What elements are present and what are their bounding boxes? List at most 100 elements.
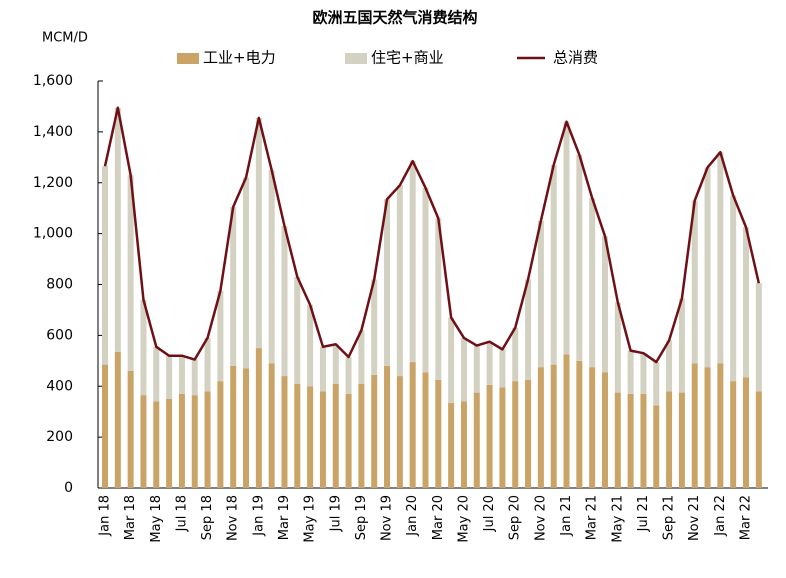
bar-segment [102,166,108,365]
x-tick-label: May 19 [303,495,318,543]
x-tick-label: Nov 21 [687,495,702,541]
bar-segment [230,206,237,366]
total-line [103,106,761,364]
bar-segment [563,354,570,488]
bar-segment [486,341,493,385]
y-axis-unit: MCM/D [42,31,88,46]
legend-swatch [177,53,199,64]
bar-segment [294,276,301,384]
bar-segment [550,364,557,488]
bar-segment [384,365,391,488]
bar-segment [601,372,608,488]
bar-segment [704,167,711,368]
bar-segment [319,391,326,488]
bar-segment [576,154,583,361]
bar-segment [653,405,660,488]
bar-segment [396,185,403,377]
bar-segment [384,199,391,366]
bar-segment [512,327,519,382]
bar-segment [755,391,762,488]
bar-segment [627,350,634,394]
legend-swatch [345,53,367,64]
bar-segment [666,391,673,488]
bar-segment [307,386,314,488]
bar-segment [640,353,647,394]
bar-segment [140,395,147,488]
bar-segment [345,393,352,488]
bar-segment [332,383,339,488]
x-tick-label: Mar 20 [431,495,446,540]
bar-segment [640,393,647,488]
x-tick-label: Jul 21 [636,495,651,532]
bar-segment [332,344,339,384]
bar-segment [243,177,250,369]
x-tick-label: May 18 [149,495,164,543]
bar-segment [614,392,621,488]
bar-segment [678,298,685,393]
bar-segment [704,367,711,488]
bar-segment [743,227,749,378]
x-tick-label: Nov 19 [380,495,395,541]
y-tick-label: 800 [46,277,73,293]
bar-segment [178,355,185,394]
bar-segment [114,107,121,352]
bar-segment [512,381,519,488]
bar-segment [153,346,160,402]
legend-label: 住宅+商业 [371,49,444,67]
bar-segment [755,283,762,392]
bar-segment [217,381,224,488]
bar-segment [255,117,262,349]
x-tick-label: Jan 21 [559,495,574,537]
bar-segment [537,367,544,488]
bar-segment [537,220,544,368]
bar-segment [743,377,749,488]
x-tick-label: May 20 [456,495,471,543]
x-tick-label: Nov 20 [533,495,548,541]
bar-segment [191,359,198,396]
bar-segment [281,225,288,377]
bar-segment [127,175,134,371]
x-tick-label: Mar 18 [123,495,138,540]
bar-segment [691,200,698,364]
bar-segment [191,395,198,488]
bar-segment [281,376,288,488]
bar-segment [255,348,262,488]
x-tick-label: Nov 18 [226,495,241,541]
bar-segment [268,170,275,364]
x-tick-label: Mar 19 [277,495,292,540]
bar-segment [409,161,416,363]
bar-segment [409,362,416,488]
bar-segment [114,351,121,488]
x-tick-label: Jan 22 [713,495,728,537]
bar-segment [525,379,532,488]
bar-segment [345,356,352,394]
bar-segment [486,384,493,488]
bar-segment [550,164,557,365]
x-tick-label: Sep 20 [508,495,523,540]
y-tick-label: 1,000 [33,226,73,242]
bar-segment [396,376,403,488]
bar-segment [614,302,621,393]
x-tick-label: Sep 19 [354,495,369,540]
bar-segment [653,362,660,406]
bar-segment [601,236,608,373]
bar-segment [589,198,596,368]
bar-segment [319,346,326,392]
bar-segment [730,381,737,488]
bar-segment [230,365,237,488]
x-tick-label: Jan 18 [98,495,113,537]
bar-segment [204,337,211,392]
y-tick-label: 600 [46,327,73,343]
x-tick-label: Jul 19 [328,495,343,532]
y-tick-label: 1,400 [33,124,73,140]
bar-segment [460,337,467,402]
x-tick-label: Jul 20 [482,495,497,532]
bar-segment [435,218,442,380]
bar-segment [153,401,160,488]
bar-segment [371,374,378,488]
bar-segment [178,393,185,488]
y-tick-label: 1,200 [33,175,73,191]
bar-segment [717,152,724,364]
x-tick-label: Sep 21 [662,495,677,540]
